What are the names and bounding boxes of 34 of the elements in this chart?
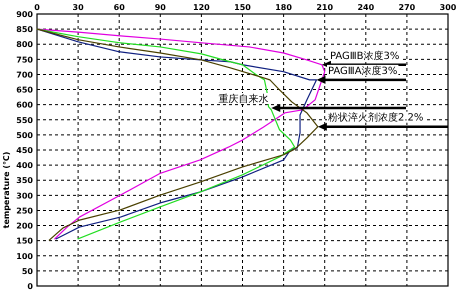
- y-tick-label: 700: [16, 70, 34, 80]
- y-tick-label: 500: [16, 130, 34, 140]
- y-tick-label: 150: [16, 236, 34, 246]
- y-tick-label: 750: [16, 55, 34, 64]
- x-tick-label: 60: [114, 3, 126, 12]
- x-tick-label: 30: [72, 3, 84, 12]
- y-tick-label: 100: [16, 252, 34, 261]
- y-tick-label: 800: [16, 40, 34, 50]
- x-tick-label: 300: [440, 3, 457, 12]
- y-axis-title: temperature (℃): [2, 152, 11, 228]
- annotation: 重庆自来水: [218, 92, 268, 105]
- x-tick-label: 270: [398, 3, 416, 12]
- y-tick-label: 250: [16, 206, 34, 216]
- y-tick-label: 850: [16, 25, 34, 34]
- y-tick-label: 450: [16, 146, 34, 155]
- annotation: 粉状淬火剂浓度2.2%: [328, 112, 424, 124]
- y-tick-label: 300: [16, 191, 34, 200]
- x-tick-label: 90: [154, 3, 166, 12]
- y-tick-label: 400: [16, 161, 34, 170]
- x-tick-label: 120: [193, 3, 210, 12]
- y-tick-label: 900: [16, 10, 34, 19]
- x-tick-label: 240: [357, 3, 375, 12]
- y-tick-label: 650: [16, 86, 34, 95]
- x-tick-label: 0: [34, 3, 40, 12]
- annotation: PAGⅢB浓度3%: [330, 50, 400, 62]
- y-tick-label: 600: [16, 100, 34, 110]
- x-tick-label: 150: [234, 3, 252, 12]
- y-tick-label: 50: [22, 266, 34, 276]
- y-tick-label: 350: [16, 176, 34, 186]
- x-tick-label: 180: [275, 3, 292, 12]
- y-tick-label: 200: [16, 222, 34, 231]
- y-tick-label: 0: [27, 282, 34, 291]
- y-tick-label: 550: [16, 116, 34, 125]
- x-tick-label: 210: [316, 3, 334, 12]
